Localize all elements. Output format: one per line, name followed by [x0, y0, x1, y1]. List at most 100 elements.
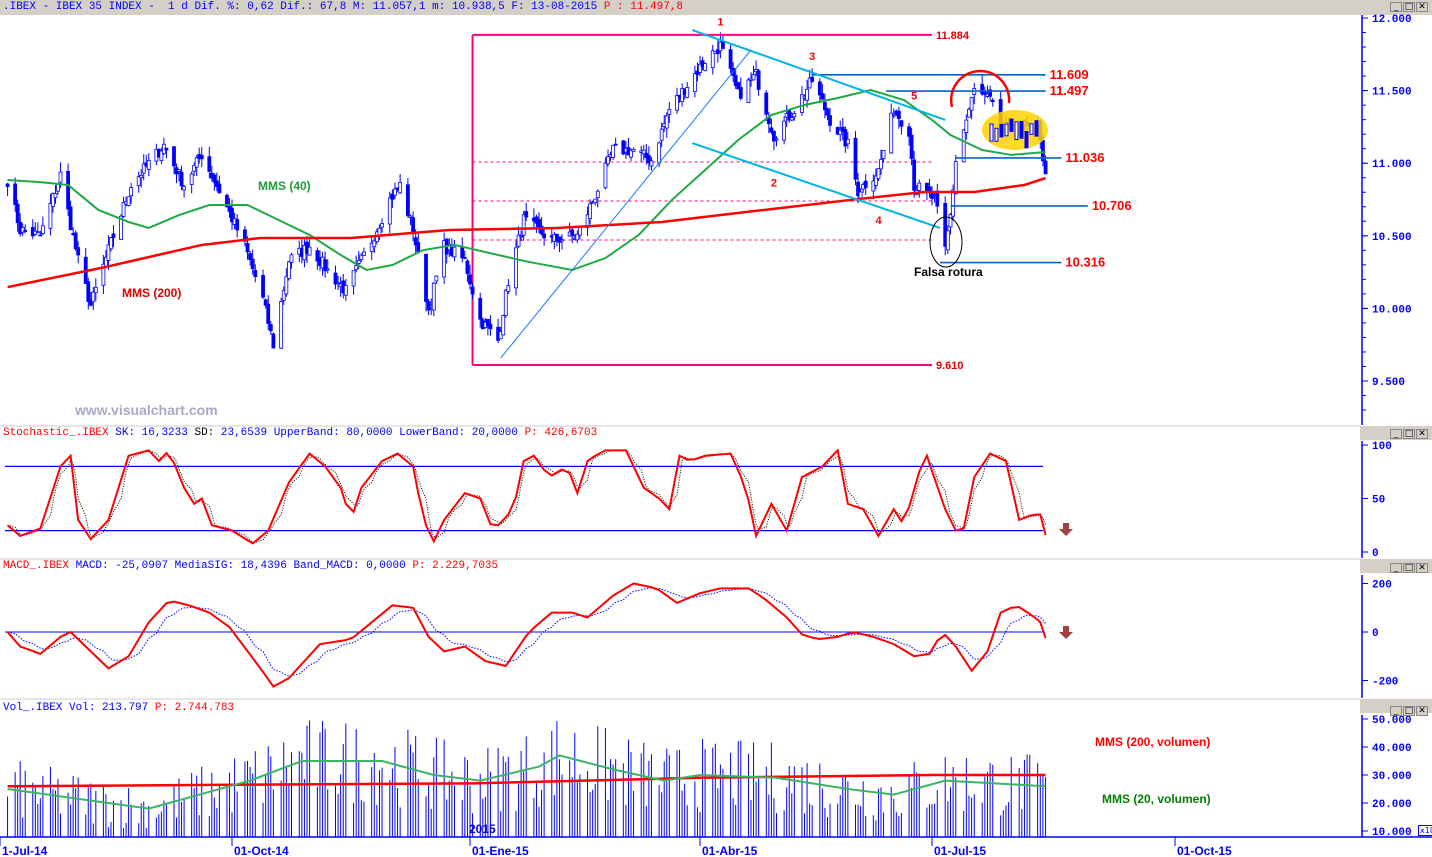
- candle-body: [194, 157, 199, 168]
- stoch-k-line: [6, 448, 1047, 545]
- candle-body: [442, 240, 447, 278]
- macd-signal: MediaSIG: 18,4396: [174, 560, 287, 572]
- candle-body: [68, 206, 73, 230]
- dif-pct: Dif. %: 0,62: [194, 1, 274, 13]
- candle-body: [845, 139, 850, 145]
- candle-body: [390, 193, 395, 200]
- vol-mms20-line: [7, 754, 1046, 810]
- candle-body: [953, 161, 958, 195]
- multiplier-badge: x10: [1418, 825, 1432, 836]
- candle-body: [521, 214, 526, 236]
- candle-body: [268, 324, 273, 332]
- wave-label: 2: [771, 177, 777, 189]
- macd-line: [6, 582, 1047, 688]
- min: m: 10.938,5: [432, 1, 505, 13]
- candle-body: [649, 160, 654, 167]
- maximize-icon[interactable]: □: [1403, 429, 1415, 439]
- candle-body: [478, 297, 483, 320]
- candle-body: [657, 142, 662, 164]
- title-bar: [0, 0, 1432, 15]
- candle-body: [146, 160, 151, 170]
- candle-body: [263, 299, 268, 306]
- candle-body: [359, 254, 364, 260]
- minimize-icon[interactable]: _: [1390, 563, 1402, 573]
- candle-body: [524, 211, 529, 218]
- candle-body: [248, 253, 253, 260]
- candle-body: [792, 112, 797, 118]
- x-tick-label: 01-Oct-14: [234, 844, 289, 857]
- candle-body: [675, 95, 679, 111]
- wave-label: 1: [717, 16, 723, 28]
- candle-body: [362, 251, 366, 257]
- candle-body: [774, 138, 779, 141]
- level-label: 10.706: [1092, 198, 1132, 213]
- candle-body: [733, 75, 738, 86]
- close-icon[interactable]: ✕: [1416, 563, 1428, 573]
- candle-body: [838, 129, 843, 136]
- candle-body: [820, 93, 825, 100]
- candle-body: [141, 163, 146, 174]
- candle-body: [856, 181, 860, 197]
- trendline: [692, 142, 941, 229]
- price-tick-label: 11.500: [1372, 87, 1412, 99]
- price-header: .IBEX - IBEX 35 INDEX - 1 d Dif. %: 0,62…: [3, 1, 683, 13]
- candle-body: [101, 263, 106, 286]
- price-tick-label: 10.500: [1372, 232, 1412, 244]
- wave-label: 4: [875, 215, 882, 227]
- maximize-icon[interactable]: □: [1403, 706, 1415, 716]
- stoch-sd: 23,6539: [220, 427, 268, 439]
- macd-header: MACD_.IBEX MACD: -25,0907 MediaSIG: 18,4…: [3, 560, 498, 572]
- candle-body: [503, 289, 508, 316]
- candle-body: [111, 233, 116, 238]
- candle-body: [951, 189, 956, 217]
- candle-body: [1043, 160, 1048, 175]
- candle-body: [964, 119, 969, 133]
- candle-body: [179, 171, 184, 187]
- candle-body: [315, 250, 320, 262]
- vol-mms200-line: [7, 773, 1046, 788]
- candle-body: [692, 73, 697, 92]
- candle-body: [519, 235, 524, 238]
- candle-body: [23, 230, 28, 232]
- year-label: 2015: [469, 822, 496, 836]
- candle-body: [990, 99, 995, 103]
- candle-body: [606, 156, 610, 165]
- candle-body: [411, 217, 415, 234]
- stoch-window-buttons: _ □ ✕: [1390, 429, 1428, 439]
- minimize-icon[interactable]: _: [1390, 706, 1402, 716]
- candle-body: [595, 190, 600, 199]
- stoch-tick-label: 100: [1372, 441, 1392, 453]
- level-label: 10.316: [1065, 255, 1105, 270]
- minimize-icon[interactable]: _: [1390, 2, 1402, 12]
- stoch-sk: 16,3233: [141, 427, 188, 439]
- vol-tick-label: 10.000: [1372, 827, 1412, 839]
- x-tick-label: 01-Abr-15: [702, 844, 758, 857]
- maximize-icon[interactable]: □: [1403, 563, 1415, 573]
- candle-body: [387, 197, 392, 225]
- candle-body: [728, 49, 733, 69]
- price-window-buttons: _ □ ✕: [1390, 2, 1428, 12]
- close-icon[interactable]: ✕: [1416, 2, 1428, 12]
- candle-body: [629, 149, 633, 158]
- candle-body: [38, 234, 43, 237]
- candle-body: [245, 243, 250, 253]
- candle-body: [284, 276, 289, 295]
- mms40-line: [7, 88, 1046, 271]
- x-tick-label: 01-Ene-15: [472, 844, 529, 857]
- maximize-icon[interactable]: □: [1403, 2, 1415, 12]
- candle-body: [323, 259, 328, 272]
- last-price: P : 11.497,8: [603, 1, 684, 13]
- minimize-icon[interactable]: _: [1390, 429, 1402, 439]
- candle-body: [408, 215, 413, 218]
- candle-body: [756, 70, 761, 90]
- candle-body: [593, 198, 598, 204]
- candle-body: [943, 202, 948, 247]
- close-icon[interactable]: ✕: [1416, 706, 1428, 716]
- candle-body: [800, 94, 804, 113]
- candle-body: [460, 247, 465, 259]
- candle-body: [177, 169, 181, 172]
- candle-body: [369, 242, 374, 252]
- candle-body: [343, 285, 348, 296]
- close-icon[interactable]: ✕: [1416, 429, 1428, 439]
